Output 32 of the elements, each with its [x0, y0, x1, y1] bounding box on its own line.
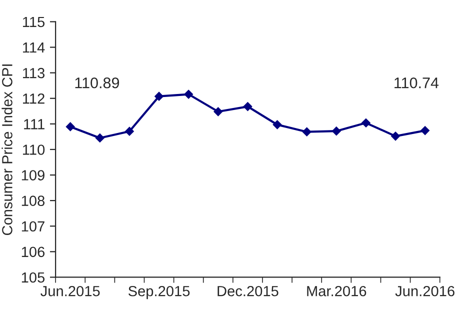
- point: [154, 92, 164, 101]
- point: [66, 122, 75, 132]
- point: [420, 126, 430, 136]
- y-tick-label: 112: [23, 93, 44, 104]
- point: [214, 107, 223, 116]
- point: [272, 120, 282, 130]
- y-tick-label: 113: [23, 68, 45, 78]
- y-tick-label: 114: [23, 42, 45, 53]
- point: [391, 132, 400, 141]
- point: [362, 118, 370, 128]
- y-axis-title: Consumer Price Index CPI: [2, 64, 12, 236]
- y-tick-label: 107: [22, 221, 44, 232]
- y-tick-label: 110: [23, 144, 45, 155]
- point: [332, 126, 341, 136]
- y-tick-label: 106: [22, 246, 45, 258]
- y-tick-label: 109: [22, 170, 44, 180]
- point: [184, 90, 194, 99]
- y-tick-label: 108: [22, 196, 45, 206]
- point: [302, 127, 312, 136]
- x-tick-label: Jun.2015: [40, 286, 100, 296]
- annotation: 110.74: [394, 77, 439, 88]
- annotation: 110.89: [75, 77, 120, 88]
- point: [243, 102, 252, 111]
- point: [125, 126, 134, 136]
- x-tick-label: Sep.2015: [128, 286, 190, 300]
- x-tick-label: Dec.2015: [218, 286, 278, 296]
- x-tick-label: Jun.2016: [395, 286, 454, 296]
- x-tick-label: Mar.2016: [307, 286, 366, 296]
- y-tick-label: 115: [23, 16, 45, 28]
- y-tick-label: 105: [22, 272, 45, 283]
- y-tick-label: 111: [24, 119, 44, 130]
- point: [95, 134, 104, 142]
